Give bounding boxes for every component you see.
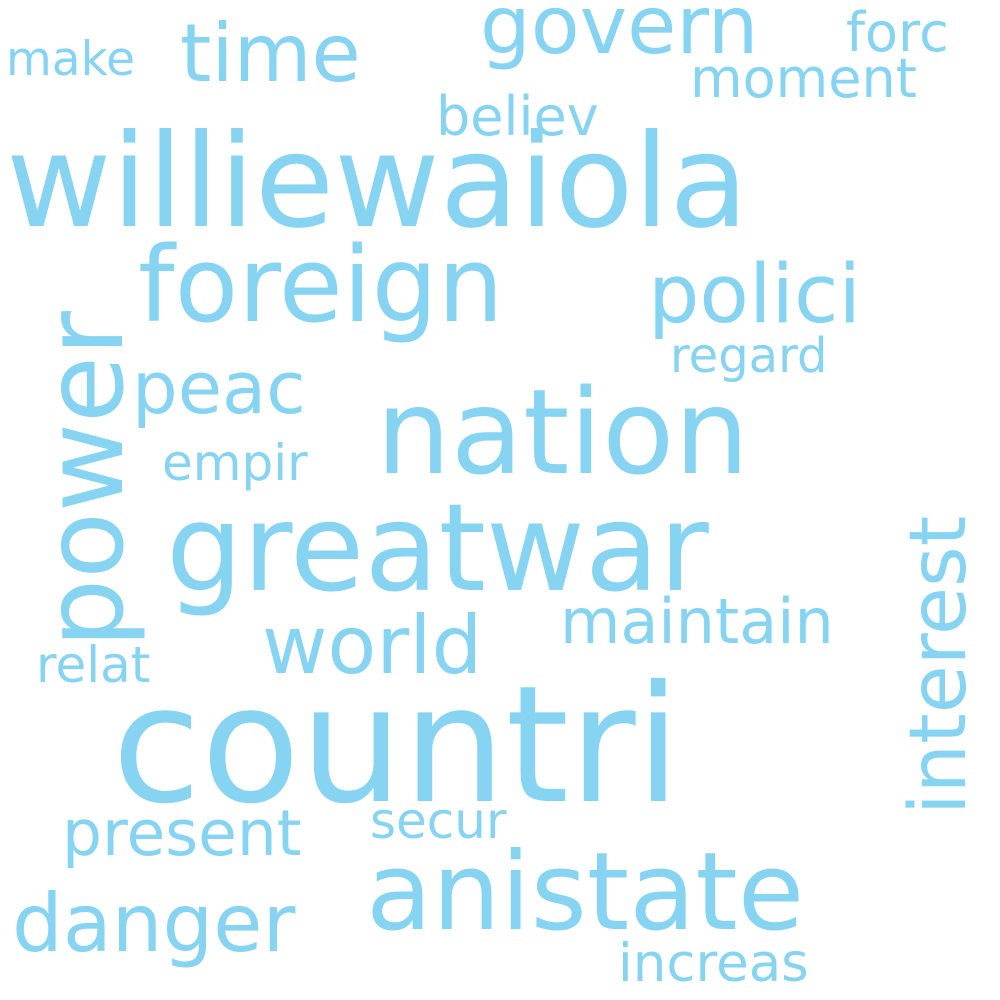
word-greatwar: greatwar [166,478,709,619]
word-moment: moment [690,47,917,110]
word-peac: peac [132,346,306,430]
word-empir: empir [162,434,308,492]
word-make: make [6,32,136,87]
word-williewaiola: williewaiola [6,107,749,257]
word-polici: polici [648,248,862,342]
word-time: time [180,7,361,100]
word-increas: increas [618,933,809,994]
word-countri: countri [112,652,681,840]
word-regard: regard [670,328,828,384]
word-world: world [262,599,483,692]
word-danger: danger [12,877,296,970]
word-relat: relat [36,636,151,694]
word-believ: believ [436,85,599,148]
word-present: present [62,797,302,870]
word-interest: interest [894,515,984,815]
word-maintain: maintain [560,585,834,658]
word-anistate: anistate [366,830,805,955]
word-foreign: foreign [138,224,504,346]
word-govern: govern [480,0,759,72]
word-secur: secur [370,792,507,850]
word-power: power [21,311,148,648]
word-forc: forc [846,1,949,64]
word-nation: nation [376,363,750,501]
